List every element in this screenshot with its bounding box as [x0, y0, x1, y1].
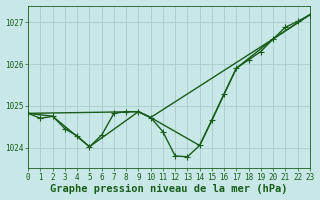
X-axis label: Graphe pression niveau de la mer (hPa): Graphe pression niveau de la mer (hPa)	[50, 184, 288, 194]
